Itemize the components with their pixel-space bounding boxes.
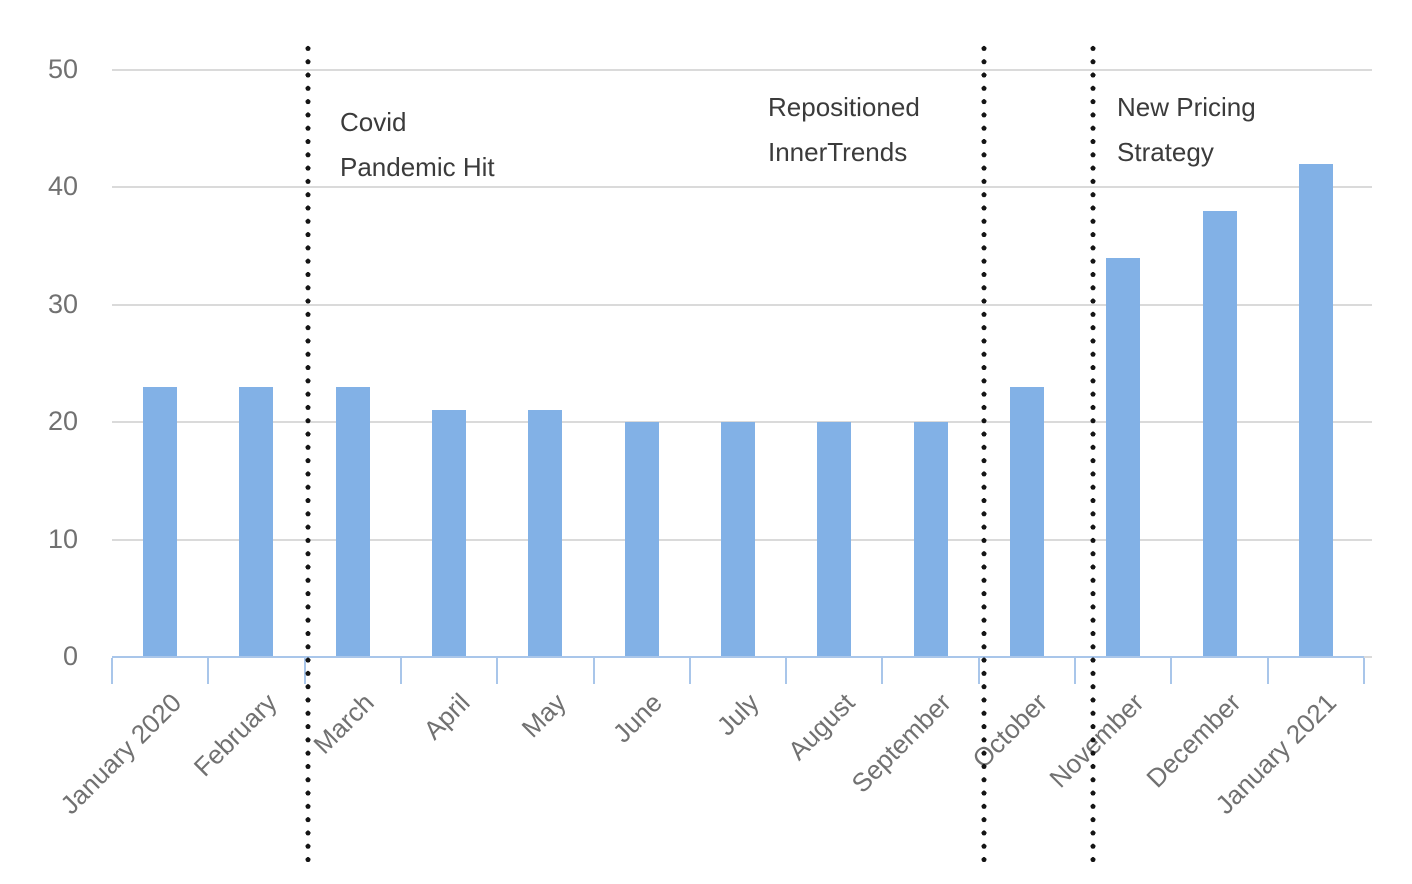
x-axis-tick (785, 658, 788, 684)
y-tick-label-50: 50 (47, 54, 78, 84)
bar-august (817, 422, 852, 657)
bar-december (1202, 210, 1237, 657)
x-axis-line (112, 656, 1364, 658)
x-axis-tick (496, 658, 499, 684)
annotation-text-3: New Pricing Strategy (1117, 92, 1256, 167)
annotation-text-2: Repositioned InnerTrends (768, 92, 920, 167)
x-axis-tick (977, 658, 980, 684)
x-axis-tick (1074, 658, 1077, 684)
x-axis-tick (207, 658, 210, 684)
x-axis-tick (1266, 658, 1269, 684)
y-tick-label-40: 40 (47, 171, 78, 202)
bar-march (335, 386, 370, 657)
x-axis-tick (399, 658, 402, 684)
x-tick-label-june: June (607, 687, 669, 749)
dotted-annotation-line-1 (305, 42, 311, 862)
dotted-annotation-line-2 (981, 42, 987, 862)
bar-july (721, 422, 755, 657)
x-tick-label-march: March (306, 687, 380, 760)
x-axis-tick (592, 658, 595, 684)
x-tick-label-april: April (417, 687, 476, 746)
gridline-50 (112, 69, 1372, 71)
y-tick-label-10: 10 (47, 523, 78, 554)
bar-may (528, 410, 563, 657)
x-tick-label-august: August (782, 687, 861, 766)
x-axis-tick (1363, 658, 1365, 684)
bar-april (432, 410, 467, 657)
x-tick-label-july: July (710, 687, 765, 742)
y-tick-label-30: 30 (47, 288, 78, 319)
x-tick-label-february: February (188, 687, 283, 783)
x-axis-tick (688, 658, 691, 684)
x-axis-tick (881, 658, 884, 684)
dotted-annotation-line-3 (1090, 42, 1096, 862)
bar-january-2020 (143, 386, 178, 657)
gridline-40 (112, 186, 1372, 189)
bar-january-2021 (1298, 163, 1333, 657)
bar-june (624, 422, 659, 657)
x-tick-label-may: May (515, 687, 572, 744)
bar-october (1009, 386, 1044, 657)
y-tick-label-20: 20 (47, 406, 78, 437)
x-tick-label-january-2020: January 2020 (54, 687, 187, 820)
x-tick-label-november: November (1043, 687, 1150, 794)
x-axis-tick (111, 658, 113, 684)
annotation-text-1: Covid Pandemic Hit (340, 107, 495, 182)
y-tick-label-0: 0 (62, 641, 78, 671)
bar-november (1106, 257, 1141, 657)
x-axis-tick (1170, 658, 1173, 684)
bar-february (239, 386, 274, 657)
gridline-30 (112, 303, 1372, 306)
x-tick-label-september: September (845, 687, 958, 799)
bar-september (913, 422, 948, 657)
x-axis-tick (303, 658, 306, 684)
